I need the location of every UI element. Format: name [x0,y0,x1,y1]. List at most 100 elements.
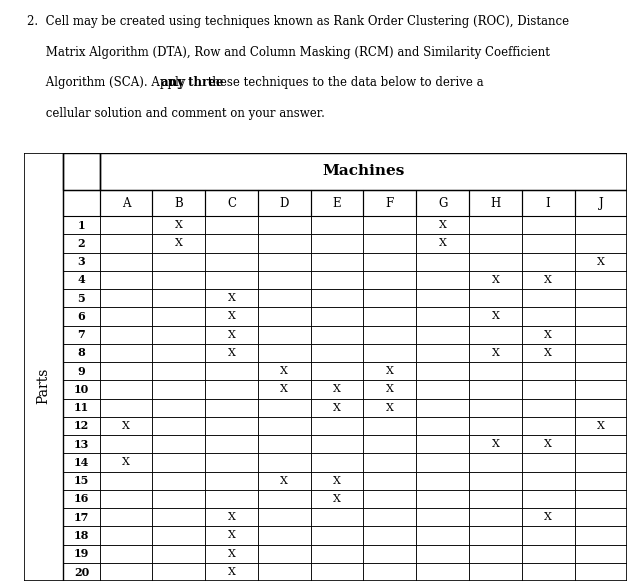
Bar [469,508,522,527]
Bar [311,399,363,417]
Bar [152,435,205,453]
Bar [205,190,258,216]
Bar [469,216,522,234]
Text: D: D [279,197,289,210]
Bar [416,271,469,289]
Text: X: X [544,512,552,522]
Bar [152,399,205,417]
Text: X: X [597,257,605,266]
Bar [363,234,417,252]
Text: X: X [122,421,130,431]
Bar [64,527,100,545]
Bar [522,289,575,308]
Bar [64,453,100,471]
Bar [205,289,258,308]
Bar [152,453,205,471]
Bar [205,271,258,289]
Text: 15: 15 [74,475,89,486]
Bar [522,234,575,252]
Bar [205,435,258,453]
Bar [258,344,311,362]
Bar [522,417,575,435]
Bar [258,417,311,435]
Text: X: X [544,348,552,358]
Bar [469,271,522,289]
Text: X: X [491,312,499,322]
Bar [258,216,311,234]
Text: X: X [122,457,130,467]
Text: Machines: Machines [323,164,404,178]
Bar [205,417,258,435]
Bar [363,326,417,344]
Bar [575,326,627,344]
Bar [311,527,363,545]
Bar [100,471,152,490]
Text: 9: 9 [77,366,85,377]
Bar [64,308,100,326]
Bar [258,490,311,508]
Bar [100,252,152,271]
Text: X: X [280,384,288,394]
Bar [311,508,363,527]
Bar [258,508,311,527]
Bar [363,362,417,380]
Bar [363,380,417,399]
Text: X: X [491,348,499,358]
Bar [311,453,363,471]
Bar [416,435,469,453]
Bar [152,563,205,581]
Text: X: X [333,475,341,485]
Bar [152,490,205,508]
Text: 20: 20 [74,566,89,578]
Bar [64,289,100,308]
Bar [311,417,363,435]
Bar [100,216,152,234]
Text: X: X [597,421,605,431]
Text: Matrix Algorithm (DTA), Row and Column Masking (RCM) and Similarity Coefficient: Matrix Algorithm (DTA), Row and Column M… [27,46,549,59]
Text: 7: 7 [77,329,85,340]
Text: F: F [385,197,394,210]
Bar [205,563,258,581]
Bar [100,344,152,362]
Bar [311,362,363,380]
Bar [575,289,627,308]
Bar [416,326,469,344]
Bar [363,308,417,326]
Bar [100,289,152,308]
Bar [575,252,627,271]
Text: B: B [175,197,183,210]
Text: X: X [439,220,446,230]
Bar [152,508,205,527]
Bar [575,453,627,471]
Bar [363,453,417,471]
Bar [64,417,100,435]
Bar [152,545,205,563]
Bar [575,380,627,399]
Bar [522,308,575,326]
Text: X: X [333,384,341,394]
Bar [258,471,311,490]
Bar [522,216,575,234]
Text: 3: 3 [77,256,85,267]
Bar [416,252,469,271]
Bar [311,289,363,308]
Text: X: X [386,366,394,376]
Text: X: X [227,549,236,559]
Text: 8: 8 [77,348,85,359]
Bar [258,380,311,399]
Bar [575,508,627,527]
Text: 12: 12 [74,420,89,431]
Bar [64,344,100,362]
Bar [258,252,311,271]
Bar [205,252,258,271]
Bar [100,545,152,563]
Bar [64,545,100,563]
Bar [64,271,100,289]
Bar [522,527,575,545]
Bar [363,344,417,362]
Bar [64,508,100,527]
Bar [363,490,417,508]
Bar [416,563,469,581]
Bar [416,417,469,435]
Bar [363,435,417,453]
